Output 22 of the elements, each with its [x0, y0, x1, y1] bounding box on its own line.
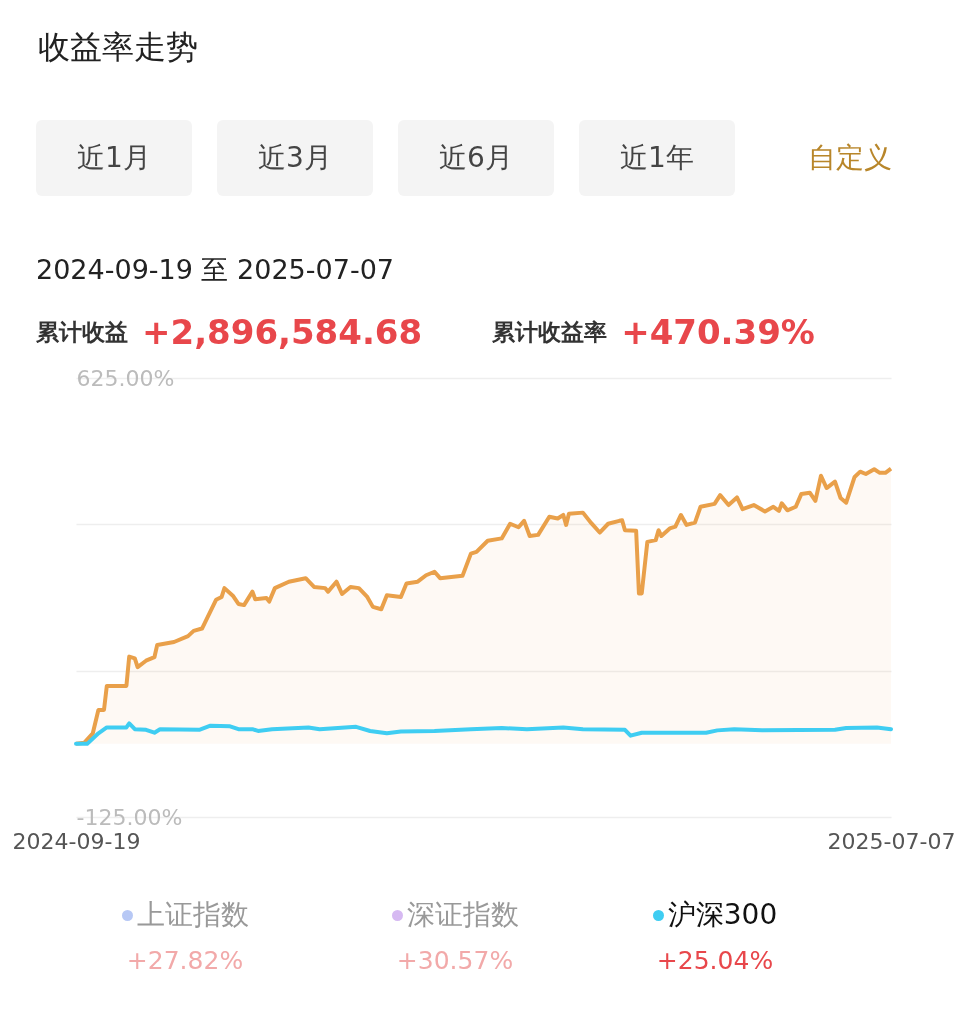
- text: 近6月: [398, 120, 554, 196]
- text: 累计收益: [36, 317, 128, 347]
- x-tick-label: 2024-09-19: [12, 828, 141, 854]
- text: 自定义: [807, 140, 893, 176]
- text: 近3月: [217, 120, 373, 196]
- text: 累计收益率: [492, 317, 608, 347]
- text: +470.39%: [621, 312, 815, 352]
- text: +27.82%: [125, 946, 245, 975]
- text: 深证指数: [405, 897, 520, 933]
- chart-title: 收益率走势: [38, 27, 198, 68]
- x-tick-label: 2025-07-07: [827, 828, 956, 854]
- line-series: [74, 721, 893, 746]
- legend-label: 沪深300: [666, 897, 779, 933]
- text: +25.04%: [655, 946, 775, 975]
- text: +2,896,584.68: [142, 312, 423, 352]
- y-tick-label: -125.00%: [76, 804, 183, 830]
- text: 近1月: [36, 120, 192, 196]
- y-tick-label: 625.00%: [76, 365, 175, 391]
- text: 近1年: [579, 120, 735, 196]
- text: 2024-09-19 至 2025-07-07: [36, 253, 394, 287]
- text: 上证指数: [135, 897, 250, 933]
- text: +30.57%: [395, 946, 515, 975]
